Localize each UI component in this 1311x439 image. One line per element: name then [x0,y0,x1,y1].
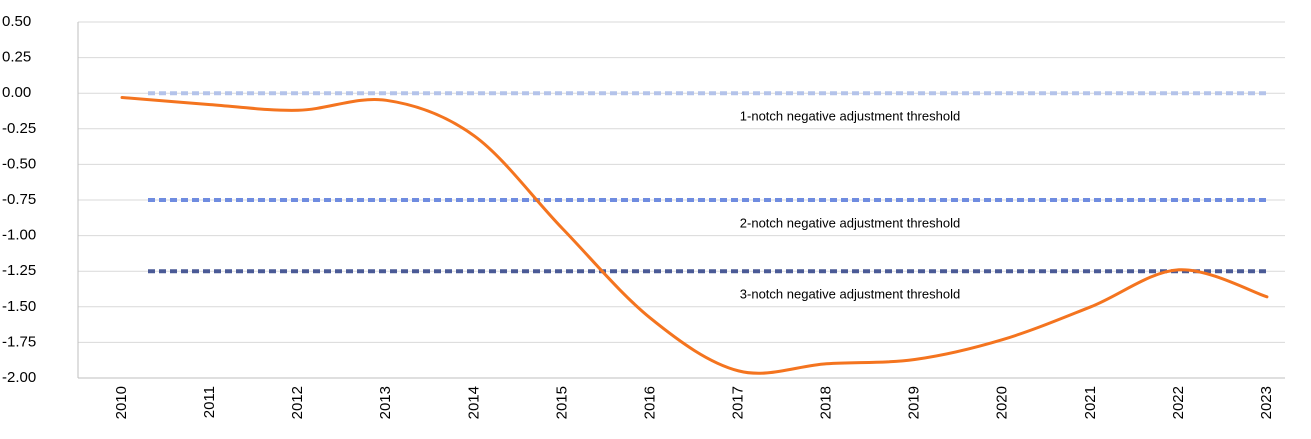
x-tick-label: 2023 [1258,386,1275,419]
x-tick-label: 2011 [201,386,218,418]
y-tick-label: -1.25 [2,262,36,279]
y-tick-label: 0.00 [2,84,31,101]
y-tick-label: -1.00 [2,227,36,244]
x-tick-label: 2015 [553,386,570,419]
threshold-label: 3-notch negative adjustment threshold [740,287,960,302]
y-tick-label: -1.75 [2,333,36,350]
threshold-label: 2-notch negative adjustment threshold [740,215,960,230]
x-tick-label: 2021 [1082,386,1099,419]
y-tick-label: -1.50 [2,298,36,315]
y-tick-label: -2.00 [2,369,36,386]
threshold-label: 1-notch negative adjustment threshold [740,109,960,124]
y-tick-label: -0.50 [2,155,36,172]
x-tick-label: 2013 [377,386,394,419]
x-tick-label: 2019 [906,386,923,419]
y-tick-label: 0.25 [2,49,31,66]
line-series [120,95,1269,375]
y-tick-label: -0.25 [2,120,36,137]
x-tick-label: 2010 [113,386,130,419]
x-tick-label: 2020 [994,386,1011,419]
y-tick-label: -0.75 [2,191,36,208]
y-tick-label: 0.50 [2,13,31,30]
x-tick-label: 2012 [289,386,306,419]
x-tick-label: 2022 [1170,386,1187,419]
x-tick-label: 2016 [641,386,658,419]
x-tick-label: 2017 [730,386,747,419]
x-tick-label: 2014 [465,386,482,419]
x-tick-label: 2018 [818,386,835,419]
